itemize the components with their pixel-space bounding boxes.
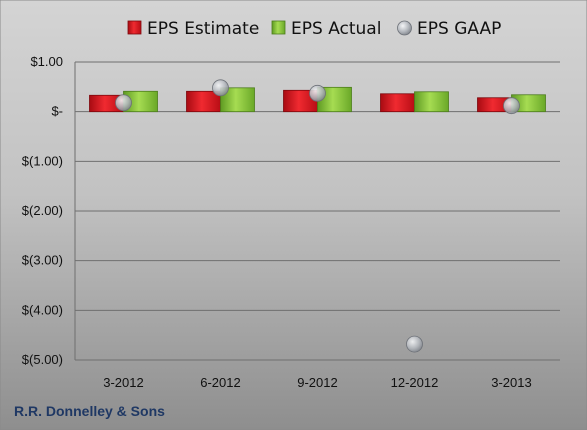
- marker-eps-gaap: [115, 94, 132, 112]
- legend-label-eps-estimate: EPS Estimate: [147, 19, 259, 39]
- y-tick-label: $(2.00): [22, 203, 63, 218]
- legend-swatch-eps-estimate: [127, 20, 142, 35]
- legend-label-eps-actual: EPS Actual: [291, 19, 381, 39]
- y-tick-label: $(5.00): [22, 352, 63, 367]
- bar-eps-estimate: [380, 93, 415, 113]
- legend-swatch-eps-actual: [271, 20, 286, 35]
- company-name: R.R. Donnelley & Sons: [14, 403, 165, 419]
- marker-eps-gaap: [212, 79, 229, 97]
- y-tick-label: $(1.00): [22, 153, 63, 168]
- x-tick-label: 3-2012: [103, 375, 143, 390]
- x-axis: 3-2012 6-2012 9-2012 12-2012 3-2013: [103, 375, 531, 390]
- legend-swatch-eps-gaap: [397, 20, 412, 36]
- bar-series: [89, 86, 546, 113]
- y-tick-label: $(4.00): [22, 302, 63, 317]
- x-tick-label: 6-2012: [200, 375, 240, 390]
- y-tick-label: $(3.00): [22, 253, 63, 268]
- x-tick-label: 9-2012: [297, 375, 337, 390]
- marker-eps-gaap: [406, 335, 423, 353]
- y-tick-label: $1.00: [30, 54, 63, 69]
- legend-label-eps-gaap: EPS GAAP: [417, 19, 501, 39]
- x-tick-label: 12-2012: [391, 375, 439, 390]
- marker-eps-gaap: [309, 84, 326, 102]
- x-tick-label: 3-2013: [491, 375, 531, 390]
- bar-eps-actual: [220, 87, 255, 113]
- y-axis: $1.00 $- $(1.00) $(2.00) $(3.00) $(4.00) $(5.0…: [22, 54, 76, 367]
- marker-series: [115, 79, 520, 353]
- bar-eps-actual: [414, 91, 449, 113]
- marker-eps-gaap: [503, 97, 520, 115]
- legend: EPS Estimate EPS Actual EPS GAAP: [127, 19, 501, 39]
- y-tick-label: $-: [51, 104, 63, 119]
